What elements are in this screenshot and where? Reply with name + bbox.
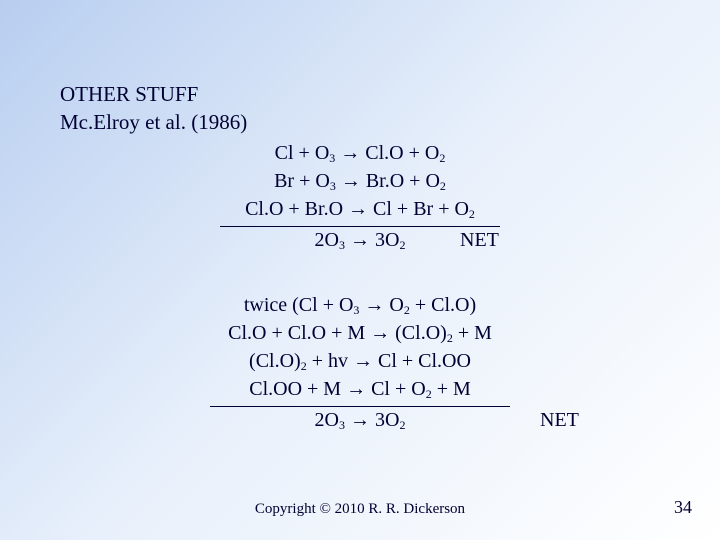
net-row-2: 2O3 → 3O2 NET xyxy=(0,407,720,435)
eq-2-4: Cl.OO + M → Cl + O2 + M xyxy=(0,376,720,404)
copyright-footer: Copyright © 2010 R. R. Dickerson xyxy=(0,501,720,518)
net-row-1: 2O3 → 3O2 NET xyxy=(0,227,720,255)
equation-block-1: Cl + O3 → Cl.O + O2 Br + O3 → Br.O + O2 … xyxy=(0,140,720,255)
eq-2-2: Cl.O + Cl.O + M → (Cl.O)2 + M xyxy=(0,320,720,348)
eq-1-2: Br + O3 → Br.O + O2 xyxy=(0,168,720,196)
eq-2-3: (Cl.O)2 + hv → Cl + Cl.OO xyxy=(0,348,720,376)
eq-2-1: twice (Cl + O3 → O2 + Cl.O) xyxy=(0,292,720,320)
heading-line-1: OTHER STUFF xyxy=(60,82,198,107)
net-label-2: NET xyxy=(540,407,579,433)
net-label-1: NET xyxy=(460,227,499,253)
net-eq-1: 2O3 → 3O2 xyxy=(315,227,406,255)
equation-block-2: twice (Cl + O3 → O2 + Cl.O) Cl.O + Cl.O … xyxy=(0,292,720,435)
heading-line-2: Mc.Elroy et al. (1986) xyxy=(60,110,247,135)
page-number: 34 xyxy=(674,497,692,518)
eq-1-1: Cl + O3 → Cl.O + O2 xyxy=(0,140,720,168)
eq-1-3: Cl.O + Br.O → Cl + Br + O2 xyxy=(0,196,720,224)
net-eq-2: 2O3 → 3O2 xyxy=(315,407,406,435)
